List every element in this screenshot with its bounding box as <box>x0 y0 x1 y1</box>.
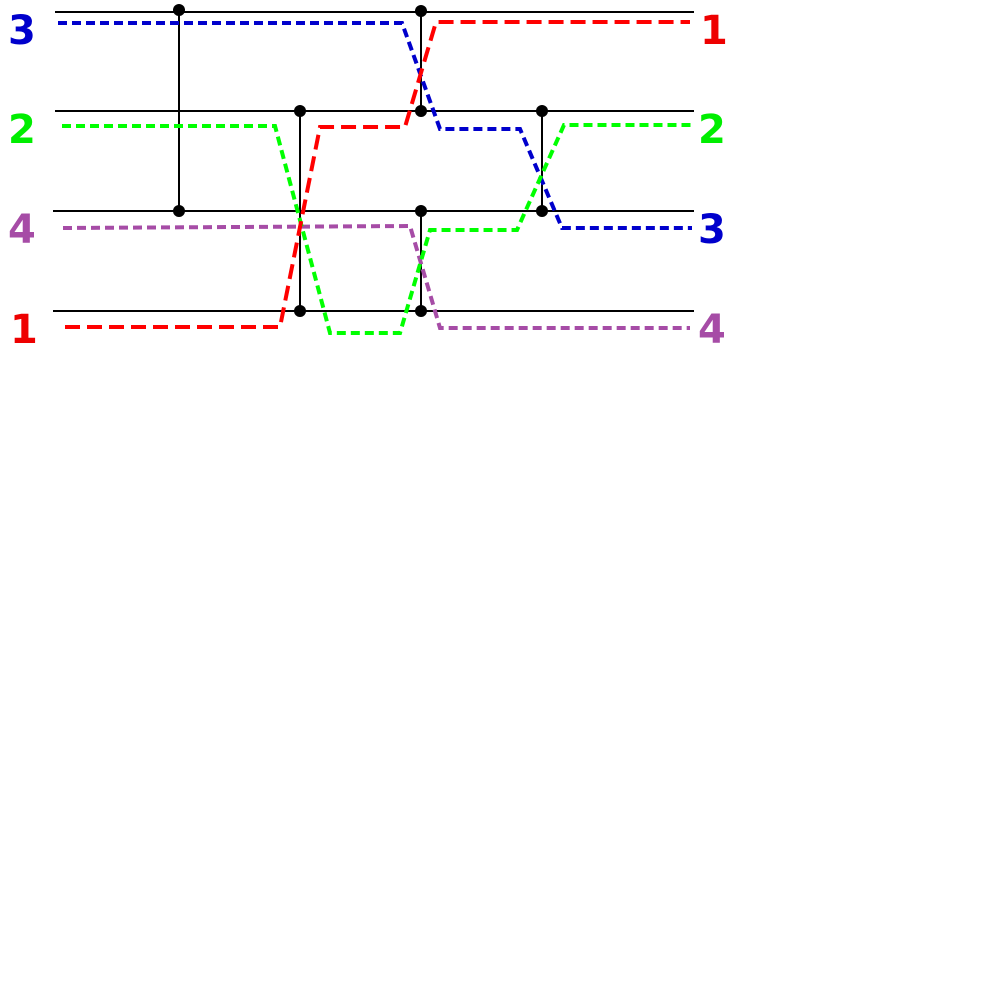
left-label-wire-1: 3 <box>8 8 36 54</box>
comparators <box>173 4 548 317</box>
value-paths <box>58 20 692 335</box>
value-path-1 <box>65 20 690 329</box>
comparator-node <box>294 105 306 117</box>
right-label-wire-1: 1 <box>700 8 728 54</box>
wire-labels: 3 2 4 1 1 2 3 4 <box>8 8 728 353</box>
left-label-wire-4: 1 <box>10 307 38 353</box>
value-path-2 <box>62 123 692 335</box>
right-label-wire-4: 4 <box>698 307 726 353</box>
comparator-node <box>536 205 548 217</box>
wires <box>53 11 694 312</box>
comparator-wire2-wire3 <box>536 105 548 217</box>
left-label-wire-2: 2 <box>8 107 36 153</box>
value-path-3 <box>58 21 692 230</box>
comparator-node <box>536 105 548 117</box>
comparator-wire2-wire4 <box>294 105 306 317</box>
comparator-wire1-wire2 <box>415 5 427 117</box>
comparator-node <box>173 4 185 16</box>
value-path-4 <box>62 223 690 330</box>
left-label-wire-3: 4 <box>8 207 36 253</box>
right-label-wire-2: 2 <box>698 107 726 153</box>
comparator-node <box>294 305 306 317</box>
comparator-node <box>415 105 427 117</box>
comparator-node <box>415 305 427 317</box>
right-label-wire-3: 3 <box>698 207 726 253</box>
comparator-node <box>415 205 427 217</box>
comparator-node <box>173 205 185 217</box>
comparator-wire1-wire3 <box>173 4 185 217</box>
comparator-node <box>415 5 427 17</box>
